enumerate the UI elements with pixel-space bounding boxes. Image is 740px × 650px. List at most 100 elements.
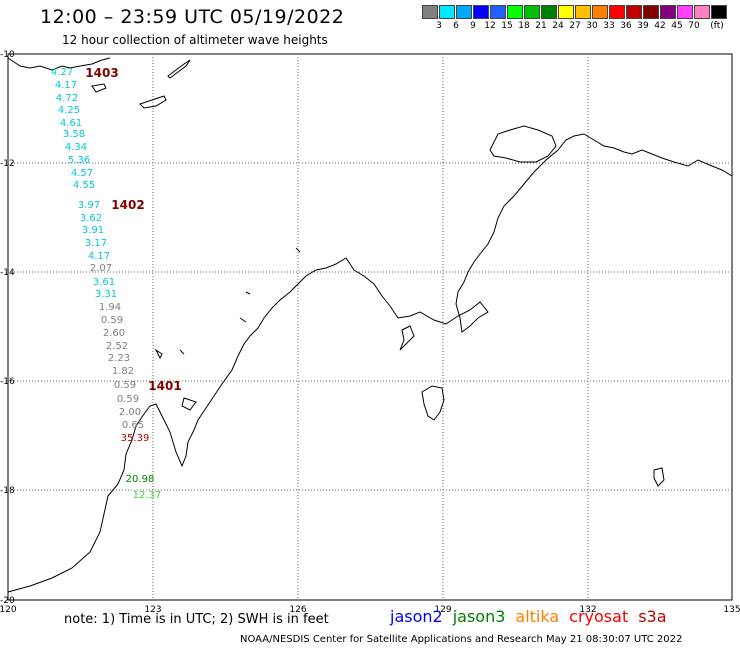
legend-swatch [609,5,625,19]
legend-label: 39 [637,21,649,31]
wave-height-readings: 4.27 4.17 4.724.25 4.613.58 4.34 5.36 4.574.55… [51,67,161,501]
pass-number: 1403 [85,66,118,80]
coastline-timor-north [7,57,111,71]
legend-swatch [490,5,506,19]
legend-swatch [626,5,642,19]
wave-height-value: 4.72 [56,93,78,104]
island-small-a [91,83,107,93]
wave-height-value: 3.61 [93,277,115,288]
wave-height-value: 4.34 [65,142,87,153]
mission-name: jason2 [390,607,443,626]
island-small-b [139,95,167,109]
wave-height-value: 3.97 [78,200,100,211]
wave-height-value: 3.58 [63,129,85,140]
legend-swatch [473,5,489,19]
legend-label: 27 [569,21,581,31]
coastlines [7,57,733,593]
x-tick-label: 135 [723,605,740,615]
wave-height-value: 3.91 [82,225,104,236]
legend-swatch [541,5,557,19]
mission-legend: jason2 jason3 altika cryosat s3a [390,607,677,626]
wave-height-value: 12.37 [133,490,162,501]
wave-height-value: 0.59 [117,394,139,405]
wave-height-value: 2.23 [108,353,130,364]
legend-swatch [456,5,472,19]
wave-height-value: 4.27 [51,67,73,78]
pass-labels: 1403 1402 1401 [85,66,181,393]
y-tick-label: -16 [0,377,15,387]
x-tick-label: 129 [434,605,451,615]
wave-height-value: 4.55 [73,180,95,191]
legend-swatch [575,5,591,19]
color-legend [422,5,728,19]
legend-label: 18 [518,21,530,31]
map-title: 12:00 – 23:59 UTC 05/19/2022 [40,6,345,28]
legend-swatch [592,5,608,19]
coastline-northern-australia [7,133,733,593]
mission-name: altika [515,607,560,626]
wave-height-value: 1.94 [99,302,121,313]
wave-height-value: 1.82 [112,366,134,377]
legend-label: 24 [552,21,564,31]
legend-label: 21 [535,21,547,31]
mission-name: cryosat [569,607,629,626]
legend-swatch [507,5,523,19]
y-tick-label: -12 [0,159,15,169]
wave-height-value: 4.17 [88,251,110,262]
footer-credit: NOAA/NESDIS Center for Satellite Applica… [240,634,683,645]
y-tick-label: -20 [0,596,15,606]
wave-height-value: 3.17 [85,238,107,249]
island-small-c [167,59,191,79]
x-tick-label: 123 [144,605,161,615]
wave-height-value: 2.60 [103,328,125,339]
melville-island [489,125,557,163]
legend-label: (ft) [710,21,724,31]
wave-height-value: 5.36 [68,155,90,166]
coast-fragments [154,247,415,411]
pass-number: 1402 [111,198,144,212]
legend-label: 30 [586,21,598,31]
legend-swatch [711,5,727,19]
wave-height-value: 3.31 [95,289,117,300]
wave-height-value: 4.57 [71,168,93,179]
wave-height-value: 0.65 [122,420,144,431]
legend-swatch [660,5,676,19]
groote-eylandt [421,385,445,421]
legend-label: 36 [620,21,632,31]
wave-height-value: 2.07 [90,263,112,274]
map-subtitle: 12 hour collection of altimeter wave hei… [62,33,328,47]
legend-swatch [558,5,574,19]
wave-height-value: 4.25 [58,105,80,116]
wave-height-value: 4.61 [60,118,82,129]
legend-label: 70 [688,21,700,31]
wave-height-value: 20.98 [126,474,155,485]
legend-label: 6 [453,21,459,31]
legend-swatch [524,5,540,19]
legend-label: 3 [436,21,442,31]
legend-swatch [422,5,438,19]
y-tick-label: -18 [0,486,15,496]
x-tick-label: 120 [0,605,17,615]
wave-height-value: 2.52 [106,341,128,352]
island-gulf [653,467,665,487]
graticule [8,54,732,600]
y-tick-label: -10 [0,50,15,60]
mission-name: jason3 [452,607,506,626]
map-frame [7,53,733,601]
wave-height-value: 0.59 [101,315,123,326]
legend-label: 15 [501,21,513,31]
axis-labels: 120 123 126 129 132 135 -10 -12 -14 -16 -18 -20 [0,50,740,615]
legend-swatch [694,5,710,19]
legend-label: 9 [470,21,476,31]
wave-height-value: 35.39 [121,433,150,444]
legend-label: 12 [484,21,496,31]
legend-swatch [439,5,455,19]
map-note: note: 1) Time is in UTC; 2) SWH is in fe… [64,612,329,627]
wave-height-value: 3.62 [80,213,102,224]
wave-height-value: 2.00 [119,407,141,418]
legend-swatch [677,5,693,19]
wave-height-value: 4.17 [55,80,77,91]
wave-height-value: 0.59 [114,380,136,391]
x-tick-label: 132 [579,605,596,615]
